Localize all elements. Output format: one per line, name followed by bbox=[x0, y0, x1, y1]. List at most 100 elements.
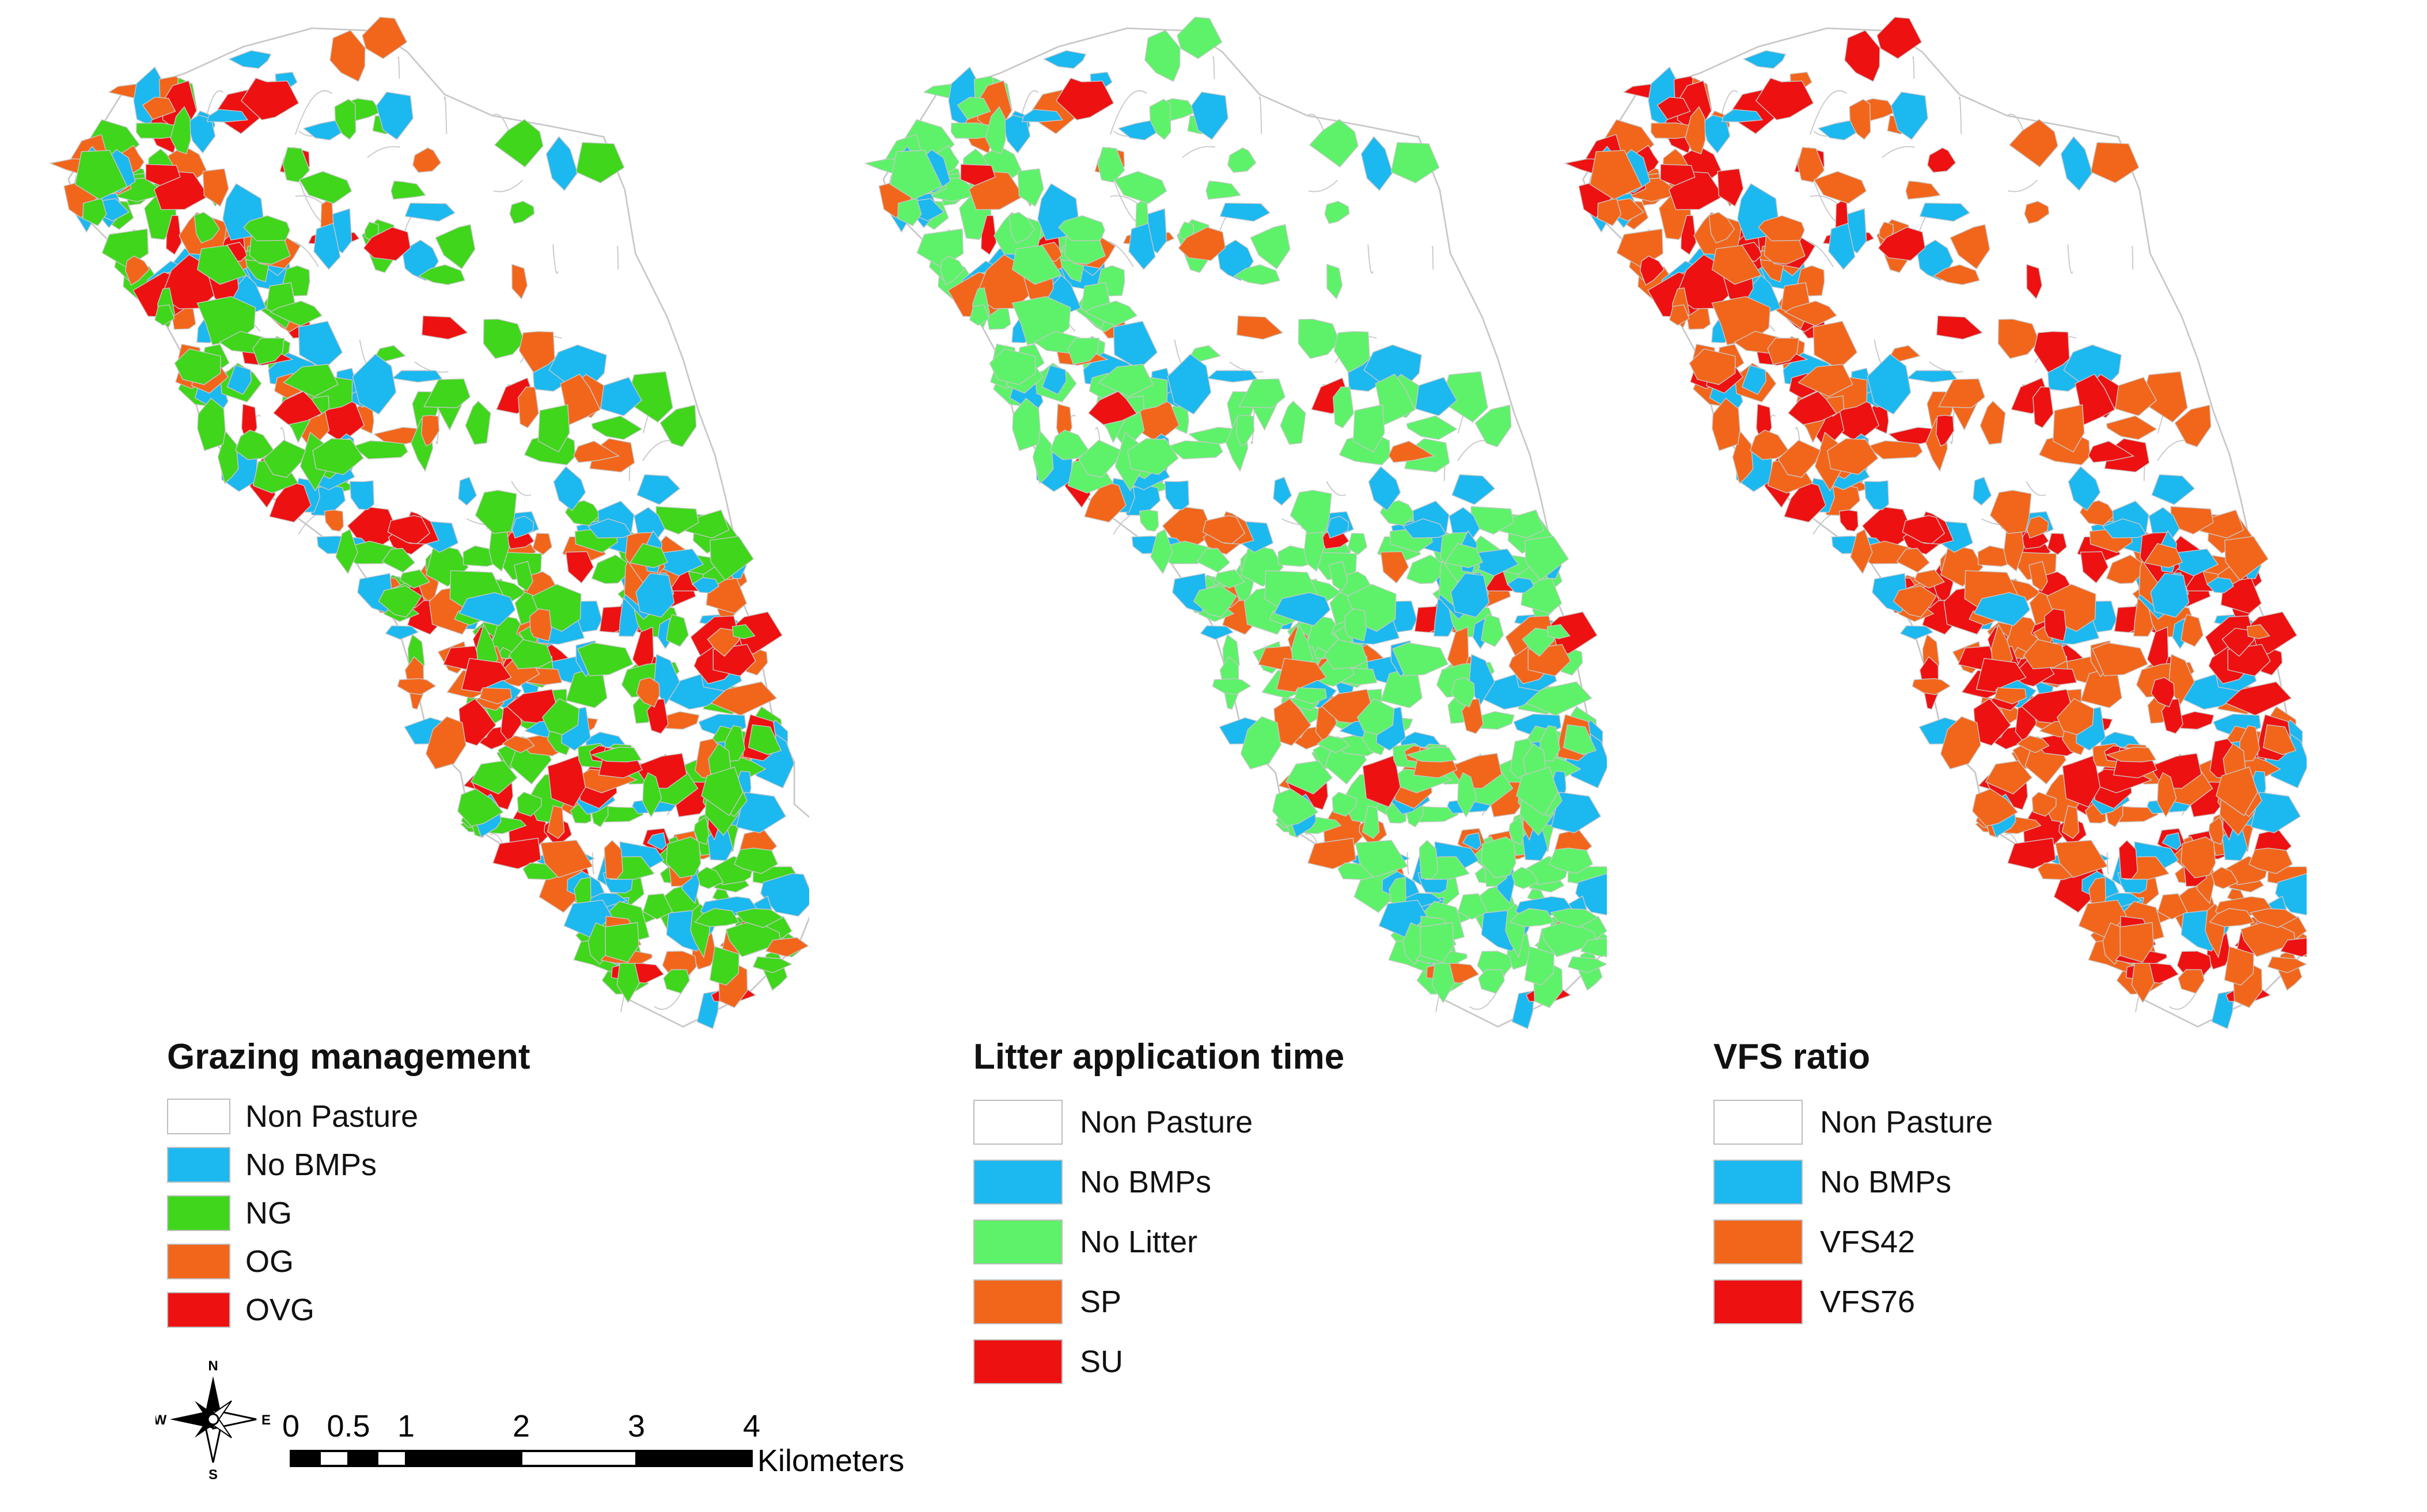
subbasin-line bbox=[435, 404, 440, 445]
parcel-no-litter bbox=[1098, 363, 1154, 397]
parcel-sp bbox=[1202, 515, 1246, 544]
parcel-vfs42 bbox=[2250, 908, 2299, 928]
parcel-ng bbox=[174, 348, 221, 385]
parcel-ovg bbox=[565, 551, 594, 584]
legend-label: VFS42 bbox=[1820, 1225, 1916, 1259]
scale-and-north-arrow: N S E W 0 0.5 1 2 3 4 Kilometers bbox=[156, 1359, 904, 1483]
parcel-og bbox=[636, 677, 661, 708]
subbasin-line bbox=[1182, 146, 1215, 158]
parcel-vfs42 bbox=[2054, 839, 2109, 878]
compass-east: E bbox=[261, 1412, 271, 1428]
scale-tick-label: 4 bbox=[743, 1409, 760, 1443]
parcel-ng bbox=[470, 760, 518, 795]
parcel-vfs76 bbox=[2225, 681, 2292, 716]
parcel-no-litter bbox=[1113, 170, 1167, 204]
parcel-vfs42 bbox=[1888, 345, 1921, 362]
parcel-ng bbox=[509, 639, 553, 670]
parcel-no-bmps bbox=[1360, 136, 1393, 191]
legend-swatch bbox=[973, 1279, 1063, 1324]
parcel-vfs76 bbox=[1680, 215, 1697, 256]
parcel-no-litter bbox=[1127, 438, 1179, 475]
parcel-no-bmps bbox=[647, 832, 667, 850]
parcel-vfs42 bbox=[2056, 698, 2095, 735]
subbasin-line bbox=[617, 246, 619, 270]
parcel-ng bbox=[243, 215, 290, 242]
subbasin-line bbox=[2106, 852, 2110, 875]
parcel-no-litter bbox=[1508, 816, 1525, 845]
parcel-og bbox=[420, 415, 440, 447]
subbasin-line bbox=[1882, 146, 1915, 158]
parcel-no-litter bbox=[989, 348, 1036, 385]
parcel-no-litter bbox=[1233, 264, 1280, 286]
parcel-vfs42 bbox=[1850, 529, 1873, 575]
parcel-no-litter bbox=[1355, 839, 1409, 878]
parcel-no-bmps bbox=[376, 92, 414, 140]
parcel-vfs42 bbox=[1933, 264, 1980, 286]
legend-label: OG bbox=[245, 1244, 294, 1279]
scale-segment bbox=[290, 1450, 321, 1467]
parcel-vfs76 bbox=[2044, 608, 2066, 642]
parcel-ng bbox=[724, 725, 746, 762]
scale-bar bbox=[290, 1450, 753, 1467]
parcel-og bbox=[324, 510, 344, 532]
parcel-no-litter bbox=[1324, 639, 1368, 670]
parcel-no-litter bbox=[1280, 400, 1306, 445]
parcel-vfs76 bbox=[1660, 164, 1696, 186]
parcel-vfs42 bbox=[2178, 969, 2205, 994]
parcel-vfs42 bbox=[2144, 543, 2183, 568]
parcel-ovg bbox=[363, 226, 411, 261]
parcel-vfs42 bbox=[1989, 489, 2032, 534]
parcel-ng bbox=[693, 816, 710, 845]
parcel-ovg bbox=[269, 481, 312, 523]
parcel-vfs42 bbox=[1712, 397, 1740, 451]
compass-south: S bbox=[208, 1467, 218, 1483]
parcel-ng bbox=[252, 337, 285, 365]
parcel-og bbox=[540, 839, 594, 878]
parcel-no-litter bbox=[1580, 937, 1607, 958]
parcel-vfs42 bbox=[2246, 624, 2270, 640]
parcel-ng bbox=[659, 404, 697, 447]
parcel-ng bbox=[733, 848, 779, 874]
parcel-no-litter bbox=[1049, 430, 1090, 461]
parcel-vfs42 bbox=[1784, 301, 1837, 326]
parcel-ng bbox=[701, 766, 744, 816]
parcel-ng bbox=[666, 614, 689, 647]
parcel-ng bbox=[435, 224, 476, 269]
parcel-og bbox=[362, 17, 408, 59]
parcel-no-litter bbox=[1317, 735, 1350, 754]
parcel-no-bmps bbox=[1117, 120, 1157, 140]
parcel-no-litter bbox=[1078, 439, 1121, 478]
parcel-ng bbox=[696, 867, 724, 890]
parcel-og bbox=[518, 331, 555, 373]
parcel-no-litter bbox=[1250, 224, 1291, 269]
parcel-no-litter bbox=[940, 255, 965, 286]
legend-label: Non Pasture bbox=[1080, 1105, 1253, 1139]
legend-label: No BMPs bbox=[1820, 1165, 1952, 1199]
parcel-no-bmps bbox=[1041, 364, 1067, 395]
parcel-og bbox=[479, 687, 512, 705]
parcel-og bbox=[202, 168, 229, 207]
legend-vfs: VFS ratio Non Pasture No BMPs VFS42 VFS76 bbox=[1713, 1036, 1993, 1332]
legend-swatch bbox=[167, 1244, 230, 1279]
parcel-no-litter bbox=[1451, 677, 1476, 708]
parcel-no-bmps bbox=[553, 466, 586, 511]
parcel-ng bbox=[298, 170, 352, 204]
parcel-no-litter bbox=[1524, 946, 1554, 986]
parcel-no-bmps bbox=[1042, 50, 1087, 69]
parcel-no-bmps bbox=[1867, 354, 1912, 415]
parcel-no-litter bbox=[1290, 489, 1332, 534]
subbasin-line bbox=[1950, 404, 1955, 445]
parcel-ovg bbox=[458, 698, 497, 746]
legend-item: No BMPs bbox=[167, 1141, 530, 1189]
parcel-ng bbox=[197, 397, 226, 451]
parcel-no-bmps bbox=[2102, 518, 2147, 539]
parcel-no-bmps bbox=[206, 109, 249, 123]
scale-tick-label: 0.5 bbox=[327, 1409, 370, 1443]
parcel-no-litter bbox=[1444, 543, 1484, 568]
parcel-vfs42 bbox=[1813, 170, 1867, 204]
parcel-su bbox=[1056, 77, 1114, 120]
parcel-no-litter bbox=[1481, 836, 1516, 879]
parcel-vfs42 bbox=[2248, 848, 2293, 874]
legend-swatch bbox=[973, 1339, 1063, 1384]
parcel-vfs42 bbox=[1797, 147, 1825, 183]
